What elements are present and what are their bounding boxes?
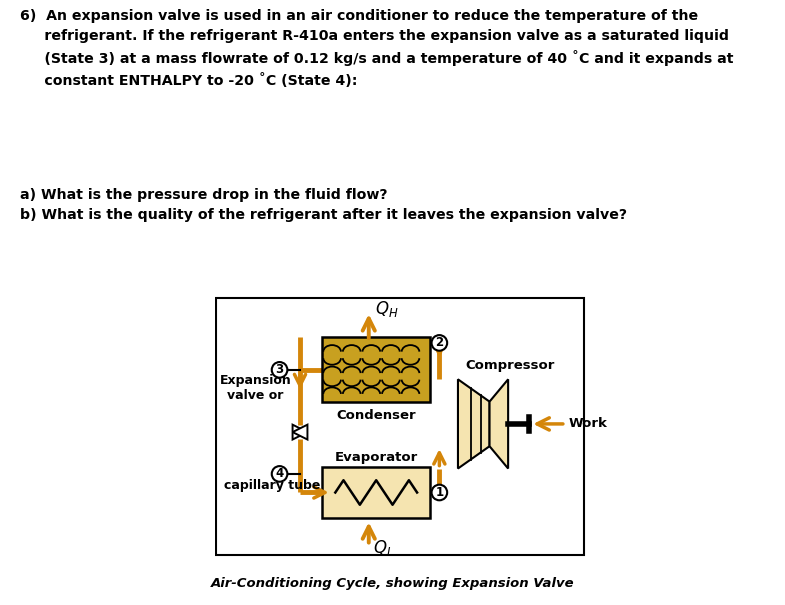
- Bar: [323, 338, 430, 402]
- Bar: [323, 468, 430, 517]
- Text: $Q_H$: $Q_H$: [375, 299, 399, 319]
- Text: 4: 4: [276, 468, 283, 480]
- Circle shape: [432, 485, 447, 500]
- Text: Evaporator: Evaporator: [334, 451, 418, 465]
- Text: Expansion
valve or: Expansion valve or: [220, 373, 291, 402]
- Text: a) What is the pressure drop in the fluid flow?
b) What is the quality of the re: a) What is the pressure drop in the flui…: [20, 188, 626, 221]
- Text: $Q_L$: $Q_L$: [373, 538, 394, 558]
- Circle shape: [432, 335, 447, 351]
- Polygon shape: [458, 379, 490, 468]
- Text: 2: 2: [436, 336, 444, 350]
- Text: Air-Conditioning Cycle, showing Expansion Valve: Air-Conditioning Cycle, showing Expansio…: [210, 577, 575, 590]
- Circle shape: [272, 466, 287, 482]
- Text: capillary tube: capillary tube: [224, 480, 320, 492]
- Text: Compressor: Compressor: [466, 359, 555, 372]
- Text: Work: Work: [568, 417, 608, 430]
- Polygon shape: [293, 425, 308, 439]
- Text: Condenser: Condenser: [337, 409, 416, 422]
- Text: 1: 1: [436, 486, 444, 499]
- Circle shape: [272, 362, 287, 378]
- Polygon shape: [490, 379, 508, 468]
- Text: 6)  An expansion valve is used in an air conditioner to reduce the temperature o: 6) An expansion valve is used in an air …: [20, 9, 733, 88]
- Text: 3: 3: [276, 364, 283, 376]
- Polygon shape: [293, 425, 308, 439]
